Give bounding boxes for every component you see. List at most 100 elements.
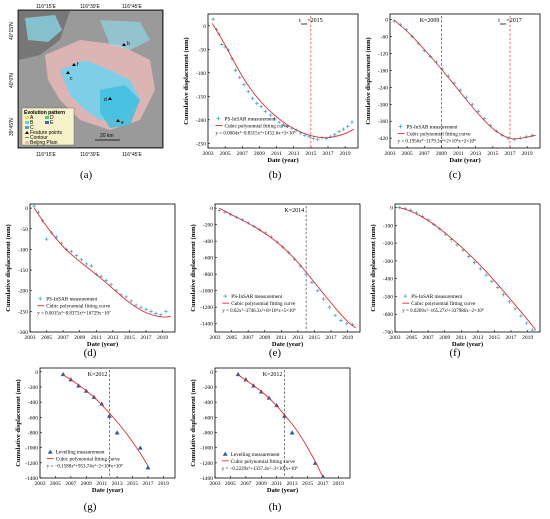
- fit-equation: y = 0.1956x³−1179.3x²+2×10⁶x+2×10⁹: [398, 139, 476, 145]
- chart-panel-e: 2003 2005 2007 2009 2011 2013 2015 2017 2019 -140…: [190, 203, 361, 359]
- data-point: [219, 42, 224, 47]
- lon-label-1: 116°15'E: [36, 4, 56, 10]
- x-tick-label: 2009: [81, 481, 92, 487]
- x-tick-label: 2005: [220, 151, 231, 157]
- data-point: [32, 204, 36, 208]
- x-tick-label: 2003: [210, 481, 221, 487]
- data-point: [242, 82, 246, 87]
- x-tick-label: 2011: [91, 335, 102, 341]
- fit-curve: [33, 207, 171, 318]
- x-tick-label: 2009: [256, 481, 267, 487]
- data-point: [273, 117, 277, 121]
- y-tick-label: -150: [196, 94, 206, 100]
- data-point: [266, 395, 272, 400]
- x-tick-label: 2007: [65, 481, 76, 487]
- feature-point-marker: [122, 43, 126, 46]
- legend-marker-measurement: [47, 449, 53, 454]
- x-tick-label: 2011: [456, 335, 467, 341]
- legend-label-fit: Cubic polynomial fitting curve: [231, 300, 296, 307]
- legend-label-fit: Cubic polynomial fitting curve: [411, 300, 476, 307]
- data-point: [478, 267, 483, 271]
- data-point: [107, 413, 112, 418]
- data-point: [99, 401, 105, 406]
- fit-equation: y = −0.2229x³+1337.4x²−3×10⁶x+10⁹: [222, 466, 298, 472]
- legend-item-b: B: [30, 120, 34, 126]
- legend-item-a: A: [30, 115, 34, 121]
- legend-item-c: C: [30, 125, 34, 131]
- legend-marker-measurement: [398, 124, 403, 129]
- data-point: [310, 280, 314, 285]
- y-axis-title: Cumulative displacement (mm): [15, 379, 22, 466]
- fit-equation: y = 0.0015x³−8.8373x²+16729x−10⁷: [37, 311, 111, 317]
- panel-label-a: (a): [80, 169, 93, 181]
- x-tick-label: 2007: [243, 335, 254, 341]
- y-axis-title: Cumulative displacement (mm): [370, 224, 377, 311]
- legend-label-measurement: PS-InSAR measurement: [46, 297, 97, 303]
- fit-equation: y = −0.1588x³+953.74x²−2×10⁶x+10⁹: [47, 464, 123, 470]
- feature-point-label-e: e: [121, 120, 124, 126]
- x-tick-label: 2009: [436, 151, 447, 157]
- legend-marker-feature-points: [25, 131, 29, 134]
- feature-point-marker: [116, 119, 120, 122]
- legend-marker-measurement: [223, 294, 228, 299]
- annotation-label: tturn=2017: [498, 18, 522, 26]
- x-tick-label: 2007: [58, 335, 69, 341]
- lat-label-3: 39°45'N: [9, 118, 15, 136]
- y-axis-title: Cumulative displacement (mm): [190, 224, 197, 311]
- x-tick-label: 2009: [439, 335, 450, 341]
- data-point: [159, 312, 163, 317]
- map-legend-box: Evolution pattern A B C D E Feature poin…: [21, 107, 75, 146]
- data-point: [461, 248, 465, 253]
- legend-marker-measurement: [222, 451, 228, 456]
- data-point: [274, 402, 280, 408]
- y-tick-label: -1000: [200, 289, 213, 295]
- panel-label-f: (f): [450, 347, 461, 359]
- y-tick-label: -600: [28, 415, 38, 421]
- chart-panel-g: 2003 2005 2007 2009 2011 2013 2015 2017 2019 -140…: [15, 367, 176, 513]
- data-point: [246, 89, 251, 94]
- y-tick-label: -300: [383, 259, 393, 265]
- lon-label-2: 116°30'E: [80, 4, 100, 10]
- y-tick-label: -400: [203, 400, 213, 406]
- legend-swatch-b: [25, 121, 29, 124]
- y-tick-label: -250: [18, 309, 28, 315]
- x-tick-label: 2003: [203, 151, 214, 157]
- x-tick-label: 2017: [141, 335, 152, 341]
- data-point: [139, 305, 143, 310]
- feature-point-marker: [108, 97, 112, 100]
- x-tick-label: 2017: [323, 151, 334, 157]
- legend-label-fit: Cubic polynomial fitting curve: [231, 458, 296, 465]
- data-point: [255, 101, 259, 106]
- legend-label-fit: Cubic polynomial fitting curve: [225, 123, 290, 130]
- x-axis-title: Date (year): [272, 341, 303, 348]
- y-tick-label: 0: [390, 206, 393, 212]
- y-tick-label: -1200: [200, 461, 213, 467]
- data-point: [490, 279, 494, 284]
- lat-label-1: 40°15'N: [9, 22, 15, 40]
- y-tick-label: -1400: [25, 476, 38, 482]
- annotation-label: K=2012: [263, 372, 283, 378]
- charts-layer: 2003 2005 2007 2009 2011 2013 2015 2017 2019 -250…: [5, 13, 541, 513]
- x-tick-label: 2009: [74, 335, 85, 341]
- feature-point-marker: [72, 63, 76, 66]
- chart-panel-c: 2003 2005 2007 2009 2011 2013 2015 2017 2019 -420…: [365, 13, 541, 181]
- data-point: [466, 254, 471, 259]
- x-tick-label: 2005: [41, 335, 52, 341]
- legend-item-beijing-plain: Beijing Plain: [30, 140, 58, 146]
- data-point: [154, 311, 158, 316]
- legend-marker-measurement: [216, 116, 221, 121]
- x-tick-label: 2013: [287, 481, 298, 487]
- data-point: [350, 120, 354, 124]
- fit-curve: [62, 374, 149, 467]
- legend-swatch-e: [45, 121, 49, 124]
- data-point: [259, 104, 263, 109]
- subsidence-region-northeast: [100, 20, 150, 50]
- legend-item-d: D: [50, 115, 54, 121]
- x-tick-label: 2019: [522, 335, 533, 341]
- x-tick-label: 2003: [25, 335, 36, 341]
- x-tick-label: 2019: [522, 151, 533, 157]
- data-point: [281, 122, 286, 127]
- x-tick-label: 2017: [318, 481, 329, 487]
- x-tick-label: 2013: [288, 151, 299, 157]
